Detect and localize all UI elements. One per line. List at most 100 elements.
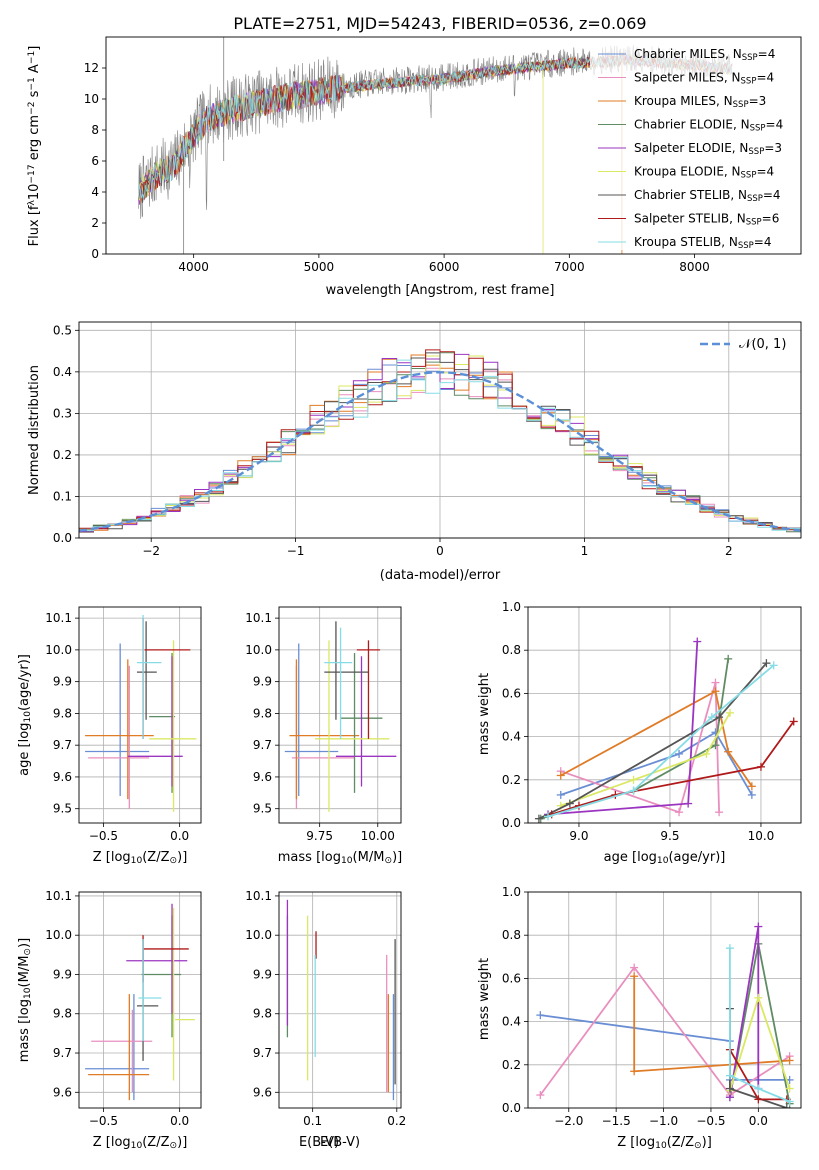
- weight_vs_age-point: [693, 637, 702, 646]
- weight_vs_age-frame: [527, 606, 802, 824]
- mass_vs_ebv-ytick-label: 10.1: [245, 889, 272, 903]
- weight_vs_Z-point: [754, 922, 763, 931]
- mass_vs_Z-ytick-label: 9.9: [53, 967, 72, 981]
- weight_vs_age-series-line: [547, 641, 699, 816]
- weight_vs_Z-point: [725, 944, 734, 953]
- mass_vs_ebv-ytick-label: 9.9: [253, 967, 272, 981]
- weight_vs_Z-point: [754, 1084, 763, 1093]
- weight-vs-Z-ylabel: mass weight: [477, 958, 492, 1040]
- weight_vs_Z-point: [630, 963, 639, 972]
- spectrum-ytick-label: 8: [91, 123, 99, 137]
- weight_vs_age-point: [544, 812, 553, 821]
- gaussian-curve: [79, 371, 801, 532]
- mass_vs_ebv-ytick-label: 9.6: [253, 1085, 272, 1099]
- age_vs_Z-ytick-label: 10.1: [45, 611, 72, 625]
- mass_vs_Z-ytick-label: 9.7: [53, 1046, 72, 1060]
- weight_vs_Z-xtick-label: −1.0: [649, 1114, 678, 1128]
- weight_vs_age-series-line: [538, 662, 768, 820]
- weight_vs_age-point: [629, 786, 638, 795]
- weight_vs_Z-ytick-label: 0.4: [502, 1015, 521, 1029]
- age_vs_mass-errorbar: [324, 621, 369, 720]
- residuals-xtick-label: −2: [142, 544, 160, 558]
- weight_vs_Z-point: [785, 1056, 794, 1065]
- weight_vs_age-point: [711, 678, 720, 687]
- age_vs_mass-errorbar: [289, 659, 360, 800]
- spectrum-ytick-label: 6: [91, 154, 99, 168]
- weight_vs_Z-point: [630, 1067, 639, 1076]
- residuals-ytick-label: 0.4: [53, 365, 72, 379]
- age_vs_Z-errorbar: [136, 614, 162, 739]
- weight_vs_age-ytick-label: 0.2: [502, 773, 521, 787]
- residuals-xtick-label: 2: [725, 544, 733, 558]
- age_vs_Z-errorbar: [127, 656, 183, 787]
- spectrum-ytick-label: 2: [91, 216, 99, 230]
- mass_vs_Z-axes: −0.5 0.0 9.6 9.7 9.8 9.9 10.0 10.1 Z [log10(Z/Z⊙…: [17, 889, 202, 1151]
- age_vs_Z-ticks: −0.5 0.0 9.5 9.6 9.7 9.8 9.9 10.0 10.1: [45, 607, 201, 843]
- age_vs_Z-frame: [78, 606, 202, 824]
- spectrum-legend-label: Kroupa MILES, NSSP=3: [634, 94, 766, 110]
- mass_vs_Z-errorbar: [88, 994, 150, 1101]
- weight_vs_age-series-line: [560, 731, 753, 796]
- weight-vs-age-ylabel: mass weight: [477, 673, 492, 755]
- mass_vs_Z-ytick-label: 10.1: [45, 889, 72, 903]
- weight_vs_Z-xtick-label: −1.5: [602, 1114, 631, 1128]
- mass_vs_Z-xtick-label: 0.0: [170, 1114, 189, 1128]
- weight_vs_age-point: [756, 762, 765, 771]
- age_vs_mass-xlabel: mass [log10(M/M⊙)]: [278, 850, 402, 866]
- weight_vs_age-point: [715, 713, 724, 722]
- age_vs_Z-errorbar: [85, 659, 154, 800]
- mass-vs-ebv-xlabel: E(B-V): [299, 1135, 339, 1150]
- spectrum-ylabel: Flux [fλ10−17 erg cm−2 s−1 A−1]: [27, 46, 42, 247]
- age_vs_mass-ytick-label: 9.8: [253, 706, 272, 720]
- mass_vs_Z-errorbar: [172, 907, 195, 1081]
- residuals-legend-label: 𝒩(0, 1): [739, 337, 786, 352]
- weight_vs_Z-series-line: [540, 1014, 790, 1081]
- mass_vs_ebv-frame: [278, 891, 402, 1109]
- weight_vs_Z-point: [754, 993, 763, 1002]
- mass_vs_ebv-xlabel: E(B-V): [320, 1135, 360, 1150]
- mass_vs_Z-xlabel: Z [log10(Z/Z⊙)]: [93, 1135, 188, 1151]
- residuals-xtick-label: −1: [287, 544, 305, 558]
- weight_vs_age-xtick-label: 10.0: [748, 829, 775, 843]
- age_vs_mass-errorbar: [356, 640, 381, 739]
- mass_vs_Z-errorbar: [138, 939, 162, 1042]
- mass_vs_ebv-plot: [286, 899, 396, 1101]
- mass_vs_ebv-ytick-label: 9.7: [253, 1046, 272, 1060]
- age_vs_mass-ytick-label: 9.5: [253, 802, 272, 816]
- weight_vs_age-point: [556, 771, 565, 780]
- residuals-plot: [79, 349, 801, 533]
- age_vs_Z-ytick-label: 9.7: [53, 738, 72, 752]
- weight_vs_Z-xtick-label: 0.0: [749, 1114, 768, 1128]
- weight_vs_Z-ytick-label: 1.0: [502, 885, 521, 899]
- weight_vs_Z-ytick-label: 0.8: [502, 928, 521, 942]
- spectrum-title: PLATE=2751, MJD=54243, FIBERID=0536, z=0…: [233, 14, 646, 33]
- spectrum-xtick-label: 6000: [429, 260, 460, 274]
- spectrum-legend: Chabrier MILES, NSSP=4 Salpeter MILES, NS…: [590, 42, 798, 251]
- mass_vs_Z-errorbar: [85, 994, 150, 1101]
- age_vs_mass-errorbar: [335, 656, 397, 787]
- spectrum-xtick-label: 4000: [178, 260, 209, 274]
- weight_vs_Z-point: [782, 1104, 791, 1108]
- weight_vs_age-point: [724, 747, 733, 756]
- weight_vs_age-xtick-label: 9.0: [569, 829, 588, 843]
- spectrum-ytick-label: 10: [84, 92, 99, 106]
- weight_vs_age-point: [715, 808, 724, 817]
- spectrum-xtick-label: 5000: [304, 260, 335, 274]
- spectrum-legend-label: Salpeter MILES, NSSP=4: [634, 71, 774, 87]
- mass_vs_Z-xtick-label: −0.5: [89, 1114, 118, 1128]
- age_vs_Z-ytick-label: 9.5: [53, 802, 72, 816]
- spectrum-legend-label: Chabrier STELIB, NSSP=4: [634, 188, 781, 204]
- mass_vs_Z-ytick-label: 9.6: [53, 1085, 72, 1099]
- age_vs_mass-ytick-label: 10.1: [245, 611, 272, 625]
- age_vs_mass-ytick-label: 10.0: [245, 643, 272, 657]
- residuals-ytick-label: 0.1: [53, 489, 72, 503]
- mass_vs_ebv-xtick-label: 0.1: [303, 1114, 322, 1128]
- weight_vs_age-point: [556, 790, 565, 799]
- spectrum-xtick-label: 7000: [554, 260, 585, 274]
- mass_vs_Z-frame: [78, 891, 202, 1109]
- weight_vs_Z-axes: −2.0 −1.5 −1.0 −0.5 0.0 0.0 0.2 0.4 0.6 0.8 1.0 Z […: [502, 885, 802, 1151]
- weight_vs_age-point: [711, 741, 720, 750]
- age_vs_Z-xtick-label: −0.5: [89, 829, 118, 843]
- spectrum-xlabel: wavelength [Angstrom, rest frame]: [326, 283, 555, 298]
